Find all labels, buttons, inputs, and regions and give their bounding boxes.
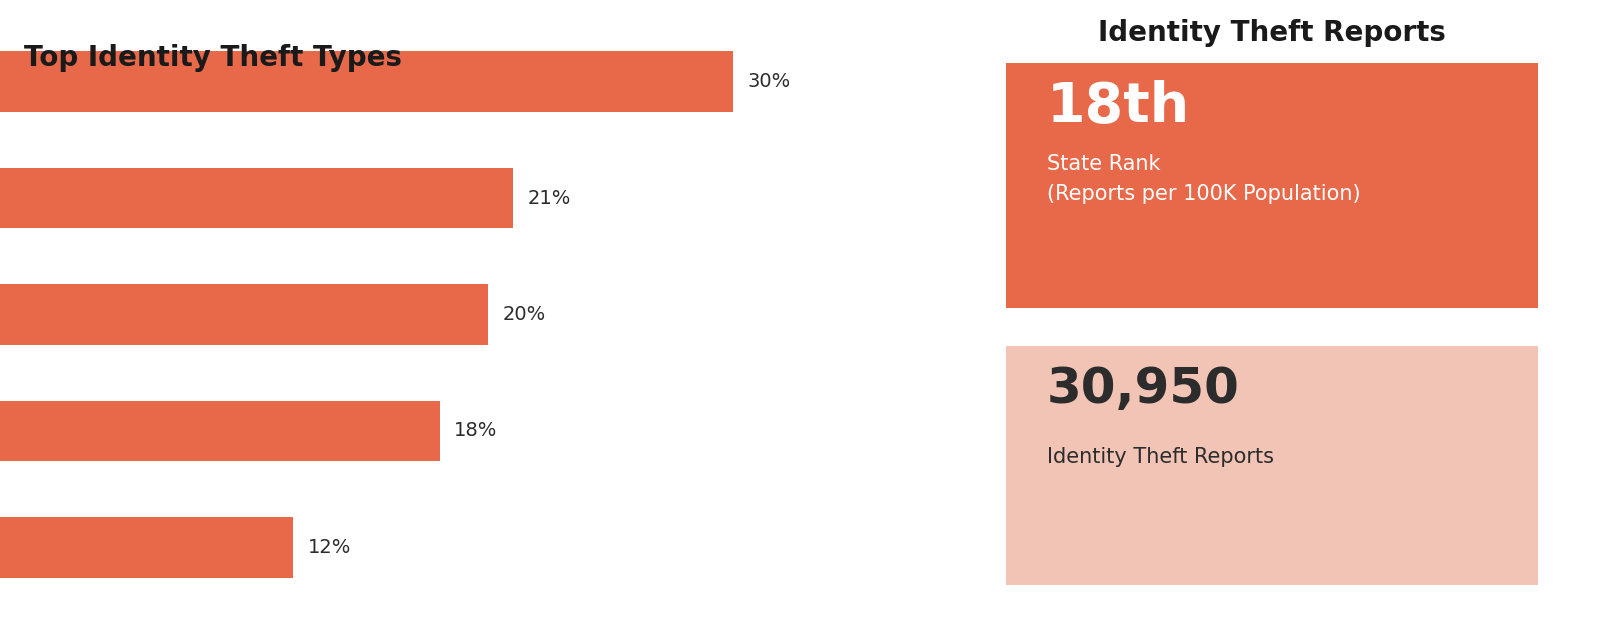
Bar (0, 284, 488, 345)
Text: Identity Theft Reports: Identity Theft Reports (1098, 19, 1446, 47)
Bar (0, 168, 514, 228)
FancyBboxPatch shape (1006, 346, 1539, 585)
Text: 21%: 21% (528, 189, 571, 208)
Bar (0, 51, 733, 112)
Text: 30%: 30% (747, 72, 790, 91)
Text: State Rank
(Reports per 100K Population): State Rank (Reports per 100K Population) (1046, 154, 1360, 204)
Text: 12%: 12% (307, 538, 350, 557)
Text: 18%: 18% (454, 421, 498, 440)
Text: 18th: 18th (1046, 79, 1190, 133)
Text: Top Identity Theft Types: Top Identity Theft Types (24, 44, 402, 72)
Bar (0, 401, 440, 461)
Text: Identity Theft Reports: Identity Theft Reports (1046, 447, 1274, 467)
Bar (0, 517, 293, 578)
Text: 30,950: 30,950 (1046, 365, 1240, 413)
Text: 20%: 20% (502, 305, 546, 324)
FancyBboxPatch shape (1006, 63, 1539, 308)
